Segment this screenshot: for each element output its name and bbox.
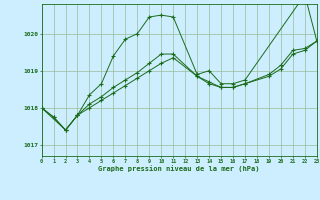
- X-axis label: Graphe pression niveau de la mer (hPa): Graphe pression niveau de la mer (hPa): [99, 165, 260, 172]
